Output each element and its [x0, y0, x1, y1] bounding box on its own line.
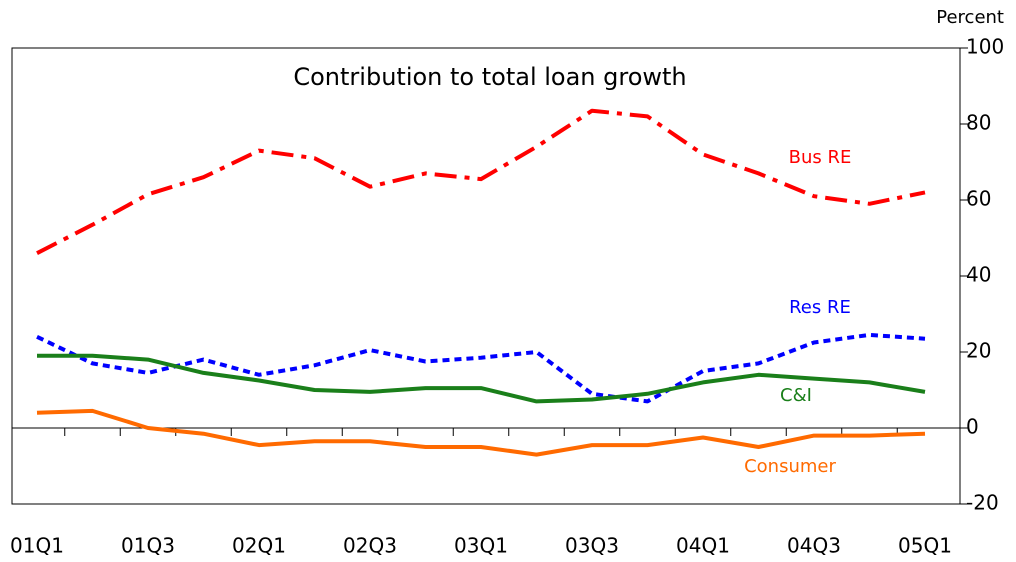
y-tick-label: 100 — [966, 35, 1004, 59]
x-tick-label: 03Q3 — [565, 534, 619, 558]
series-line — [36, 108, 926, 255]
x-tick-label: 04Q3 — [787, 534, 841, 558]
x-tick-label: 01Q1 — [10, 534, 64, 558]
x-tick-label: 03Q1 — [454, 534, 508, 558]
series-line — [36, 332, 926, 404]
y-tick-label: 20 — [966, 339, 991, 363]
x-tick-label: 02Q3 — [343, 534, 397, 558]
series-label: Bus RE — [789, 147, 852, 168]
y-tick-label: -20 — [966, 491, 999, 515]
x-tick-label: 01Q3 — [121, 534, 175, 558]
series-label: C&I — [780, 385, 812, 406]
x-tick-label: 02Q1 — [232, 534, 286, 558]
x-tick-label: 04Q1 — [676, 534, 730, 558]
chart-title: Contribution to total loan growth — [293, 63, 686, 91]
y-tick-label: 80 — [966, 111, 991, 135]
series-label: Res RE — [789, 297, 851, 318]
y-tick-label: 40 — [966, 263, 991, 287]
y-tick-label: 60 — [966, 187, 991, 211]
series-line — [36, 408, 926, 457]
y-unit-label: Percent — [936, 7, 1004, 28]
series-label: Consumer — [744, 456, 836, 477]
x-tick-label: 05Q1 — [898, 534, 952, 558]
y-tick-label: 0 — [966, 415, 979, 439]
series-line — [37, 353, 926, 404]
